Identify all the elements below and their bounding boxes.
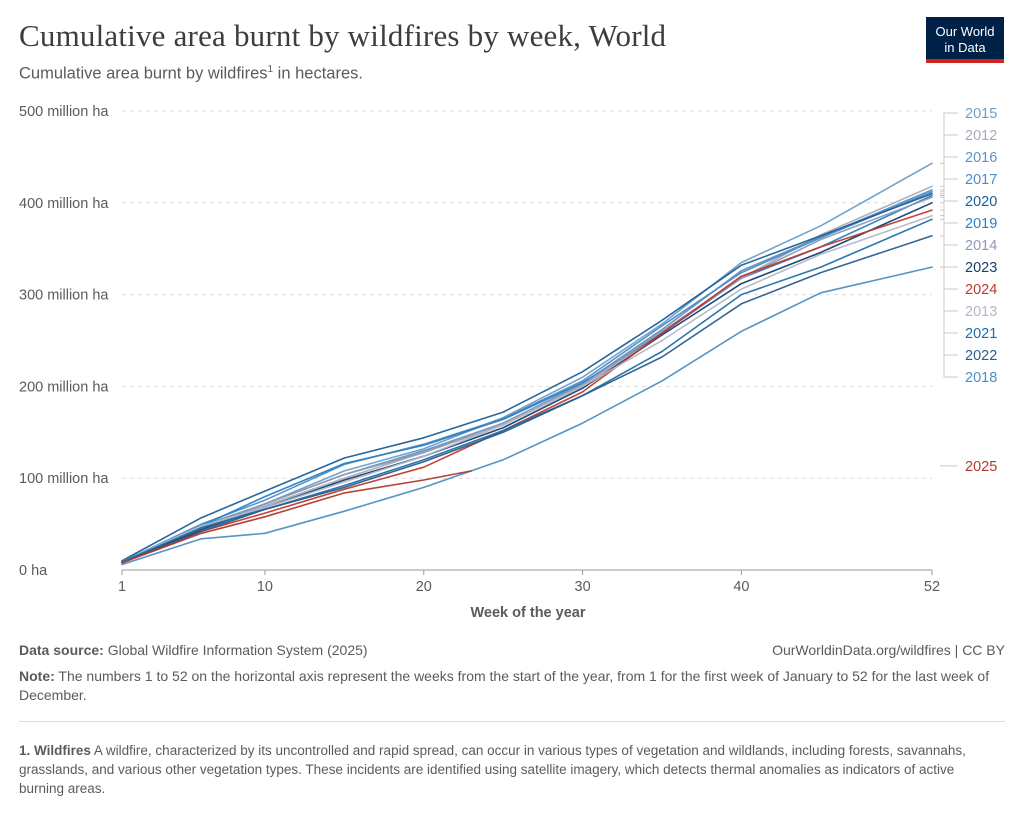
legend-connector [940, 215, 958, 312]
series-line-2025[interactable] [121, 470, 473, 564]
x-tick-label: 30 [575, 579, 591, 595]
footer-divider [19, 721, 1005, 722]
legend-label-2018[interactable]: 2018 [965, 370, 997, 386]
source-text: Global Wildfire Information System (2025… [103, 642, 368, 658]
x-tick-label: 10 [257, 579, 273, 595]
legend-connector [940, 218, 958, 334]
x-tick-label: 1 [118, 579, 126, 595]
legend-label-2021[interactable]: 2021 [965, 326, 997, 342]
y-tick-label: 200 million ha [19, 379, 109, 395]
owid-logo[interactable]: Our World in Data [926, 17, 1004, 63]
legend-connector [940, 209, 958, 290]
legend-label-2014[interactable]: 2014 [965, 238, 997, 254]
footnote-text: A wildfire, characterized by its uncontr… [19, 743, 966, 796]
source-label: Data source: [19, 642, 104, 658]
chart-note: Note: The numbers 1 to 52 on the horizon… [19, 667, 999, 705]
subtitle-text: Cumulative area burnt by wildfires [19, 64, 268, 83]
y-tick-label: 300 million ha [19, 288, 109, 304]
series-line-2015[interactable] [121, 162, 933, 563]
note-label: Note: [19, 668, 55, 684]
legend-label-2013[interactable]: 2013 [965, 304, 997, 320]
logo-line-2: in Data [944, 40, 986, 55]
subtitle-suffix: in hectares. [273, 64, 363, 83]
x-tick-label: 20 [416, 579, 432, 595]
chart-subtitle: Cumulative area burnt by wildfires1 in h… [19, 64, 363, 84]
legend-label-2012[interactable]: 2012 [965, 128, 997, 144]
legend-connector [940, 156, 958, 191]
legend-label-2020[interactable]: 2020 [965, 194, 997, 210]
legend-connector [940, 266, 958, 378]
line-chart[interactable]: 0 ha 100 million ha 200 million ha 300 mill… [0, 95, 1024, 625]
series-line-2022[interactable] [121, 235, 933, 564]
series-line-2021[interactable] [121, 218, 933, 563]
legend-label-2025[interactable]: 2025 [965, 459, 997, 475]
data-source: Data source: Global Wildfire Information… [19, 642, 368, 658]
attribution-link[interactable]: OurWorldinData.org/wildfires | CC BY [772, 642, 1005, 658]
y-tick-label: 500 million ha [19, 104, 109, 120]
series-line-2018[interactable] [121, 266, 933, 566]
legend-label-2023[interactable]: 2023 [965, 260, 997, 276]
note-text: The numbers 1 to 52 on the horizontal ax… [19, 668, 990, 703]
footnote-label: 1. Wildfires [19, 743, 91, 758]
legend-label-2015[interactable]: 2015 [965, 106, 997, 122]
logo-line-1: Our World [935, 24, 995, 39]
series-line-2014[interactable] [121, 196, 933, 563]
series-line-2017[interactable] [121, 191, 933, 563]
chart-title: Cumulative area burnt by wildfires by we… [19, 18, 667, 53]
legend-connector [940, 112, 958, 164]
x-tick-label: 40 [733, 579, 749, 595]
footnote-marker[interactable]: 1 [267, 64, 274, 75]
series-line-2020[interactable] [121, 192, 933, 562]
legend-connector [940, 196, 958, 246]
legend-label-2016[interactable]: 2016 [965, 150, 997, 166]
series-line-2013[interactable] [121, 214, 933, 563]
legend-connector [940, 235, 958, 356]
series-line-2019[interactable] [121, 194, 933, 563]
y-tick-label: 400 million ha [19, 196, 109, 212]
legend-connector [940, 202, 958, 268]
legend-label-2022[interactable]: 2022 [965, 348, 997, 364]
x-axis-label: Week of the year [471, 605, 586, 621]
y-tick-label: 0 ha [19, 563, 48, 579]
x-tick-label: 52 [924, 579, 940, 595]
y-tick-label: 100 million ha [19, 471, 109, 487]
footnote: 1. Wildfires A wildfire, characterized b… [19, 741, 989, 798]
legend-connector [940, 178, 958, 193]
legend-label-2017[interactable]: 2017 [965, 172, 997, 188]
legend-label-2024[interactable]: 2024 [965, 282, 997, 298]
legend-label-2019[interactable]: 2019 [965, 216, 997, 232]
